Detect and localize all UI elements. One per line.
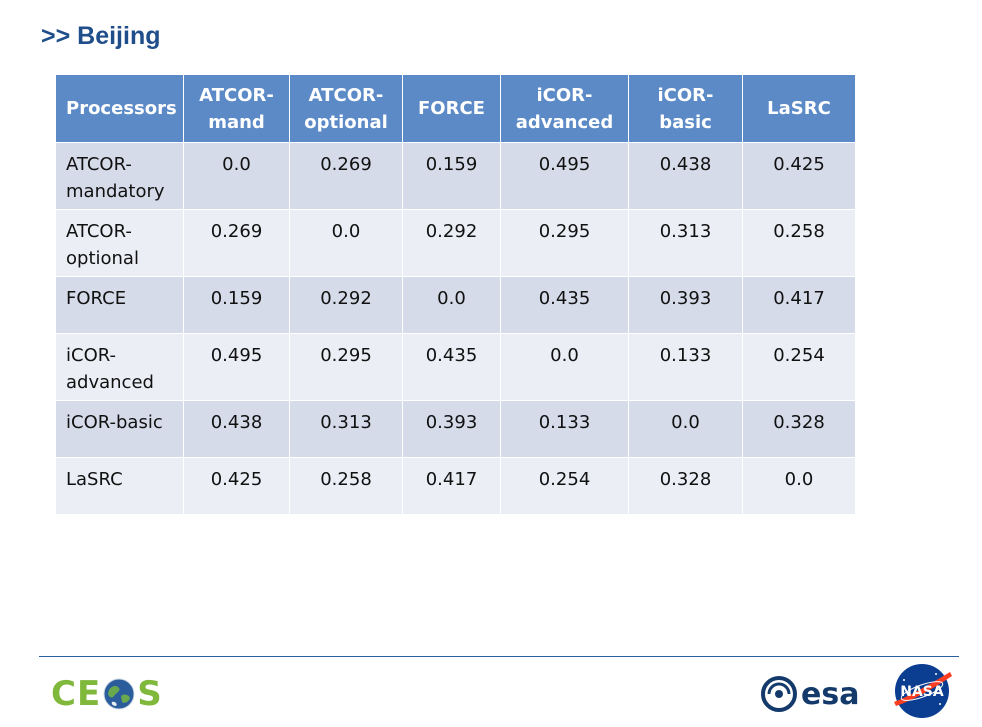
header-atcor-optional: ATCOR-optional [289, 74, 403, 143]
globe-icon [103, 678, 135, 710]
row-label: LaSRC [55, 457, 184, 515]
table-row: LaSRC 0.425 0.258 0.417 0.254 0.328 0.0 [55, 457, 856, 515]
table-cell: 0.0 [289, 209, 403, 277]
table-cell: 0.438 [183, 400, 290, 458]
nasa-meatball-icon: NASA [894, 664, 952, 718]
table-cell: 0.269 [289, 142, 403, 210]
table-row: ATCOR-optional 0.269 0.0 0.292 0.295 0.3… [55, 209, 856, 277]
header-atcor-mand: ATCOR-mand [183, 74, 290, 143]
slide-title: >> Beijing [41, 22, 161, 50]
nasa-logo-text: NASA [900, 684, 944, 700]
table-cell: 0.292 [402, 209, 501, 277]
table-row: FORCE 0.159 0.292 0.0 0.435 0.393 0.417 [55, 276, 856, 334]
table-cell: 0.295 [289, 333, 403, 401]
table-cell: 0.425 [742, 142, 856, 210]
table-cell: 0.295 [500, 209, 629, 277]
table-cell: 0.328 [628, 457, 743, 515]
table-cell: 0.159 [183, 276, 290, 334]
table-cell: 0.417 [402, 457, 501, 515]
table-cell: 0.435 [402, 333, 501, 401]
table-cell: 0.133 [628, 333, 743, 401]
esa-swirl-icon [761, 676, 797, 712]
table-cell: 0.0 [402, 276, 501, 334]
row-label: ATCOR-mandatory [55, 142, 184, 210]
header-processors: Processors [55, 74, 184, 143]
table-row: iCOR-advanced 0.495 0.295 0.435 0.0 0.13… [55, 333, 856, 401]
table-cell: 0.393 [402, 400, 501, 458]
header-force: FORCE [402, 74, 501, 143]
ceos-logo: CE S [51, 672, 163, 716]
ceos-logo-text-right: S [137, 674, 163, 714]
table-cell: 0.435 [500, 276, 629, 334]
table-cell: 0.0 [500, 333, 629, 401]
table-cell: 0.133 [500, 400, 629, 458]
table-cell: 0.0 [628, 400, 743, 458]
table-cell: 0.254 [500, 457, 629, 515]
table-cell: 0.0 [742, 457, 856, 515]
table-cell: 0.313 [289, 400, 403, 458]
footer-divider [39, 656, 959, 657]
table-cell: 0.254 [742, 333, 856, 401]
table-cell: 0.393 [628, 276, 743, 334]
table-cell: 0.258 [289, 457, 403, 515]
row-label: ATCOR-optional [55, 209, 184, 277]
header-lasrc: LaSRC [742, 74, 856, 143]
table-header-row: Processors ATCOR-mand ATCOR-optional FOR… [55, 74, 856, 143]
row-label: FORCE [55, 276, 184, 334]
ceos-logo-text-left: CE [51, 674, 102, 714]
row-label: iCOR-basic [55, 400, 184, 458]
esa-logo-text: esa [801, 676, 860, 712]
header-icor-advanced: iCOR-advanced [500, 74, 629, 143]
table-cell: 0.417 [742, 276, 856, 334]
table-cell: 0.495 [183, 333, 290, 401]
table-cell: 0.269 [183, 209, 290, 277]
table-row: iCOR-basic 0.438 0.313 0.393 0.133 0.0 0… [55, 400, 856, 458]
header-icor-basic: iCOR-basic [628, 74, 743, 143]
esa-logo: esa [761, 674, 859, 714]
table-cell: 0.159 [402, 142, 501, 210]
distance-matrix-table: Processors ATCOR-mand ATCOR-optional FOR… [55, 74, 856, 515]
row-label: iCOR-advanced [55, 333, 184, 401]
table-cell: 0.292 [289, 276, 403, 334]
table-cell: 0.0 [183, 142, 290, 210]
table-cell: 0.258 [742, 209, 856, 277]
table-cell: 0.313 [628, 209, 743, 277]
table-cell: 0.438 [628, 142, 743, 210]
table-cell: 0.495 [500, 142, 629, 210]
table-cell: 0.328 [742, 400, 856, 458]
table-row: ATCOR-mandatory 0.0 0.269 0.159 0.495 0.… [55, 142, 856, 210]
table-cell: 0.425 [183, 457, 290, 515]
